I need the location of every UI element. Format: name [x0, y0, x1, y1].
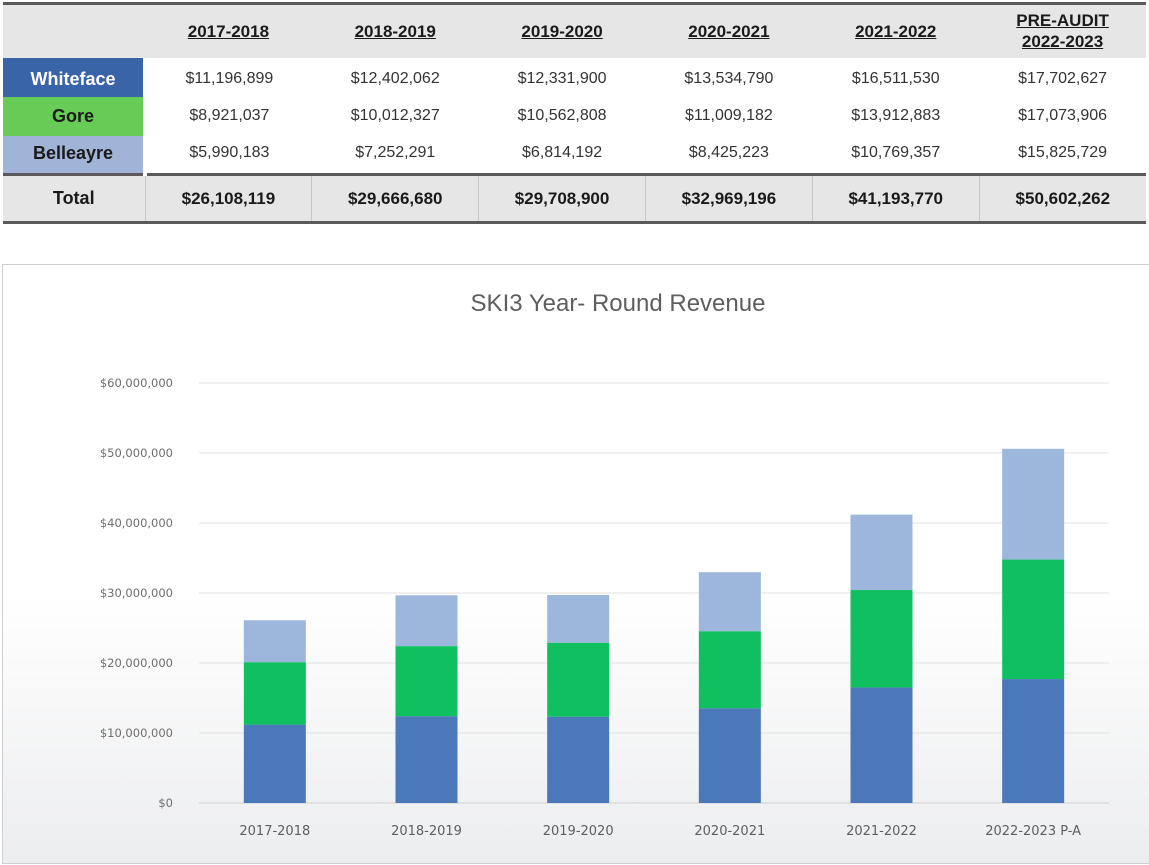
table-header-row: 2017-2018 2018-2019 2019-2020 2020-2021 …	[3, 3, 1146, 58]
table-cell: $11,196,899	[185, 70, 274, 87]
table-cell: $7,252,291	[355, 144, 436, 162]
table-cell: $13,912,883	[851, 107, 941, 124]
total-cell: $50,602,262	[978, 174, 1146, 223]
column-header: 2019-2020	[521, 21, 603, 41]
bar-segment	[850, 687, 913, 803]
table-cell: $12,402,062	[350, 70, 440, 87]
y-tick-label: $40,000,000	[100, 516, 173, 530]
total-cell: $26,108,119	[144, 174, 312, 223]
gridlines	[199, 382, 1109, 804]
row-label-gore: Gore	[3, 96, 147, 136]
table-row: Gore $8,921,037 $10,012,327 $10,562,808 …	[3, 96, 1146, 136]
x-axis-ticks: 2017-2018 2018-2019 2019-2020 2020-2021 2021…	[239, 824, 1081, 839]
column-header: PRE-AUDIT 2022-2023	[1016, 11, 1109, 52]
y-axis-ticks: $0 $10,000,000 $20,000,000 $30,000,000 $40,0…	[100, 376, 173, 810]
bar-segment	[243, 620, 306, 663]
y-tick-label: $60,000,000	[100, 376, 173, 390]
bar-segment	[395, 595, 458, 647]
column-header: 2017-2018	[187, 21, 270, 41]
table-cell: $10,562,808	[517, 107, 607, 124]
bar-segment	[547, 642, 610, 717]
x-tick-label: 2017-2018	[239, 824, 310, 839]
bar-segment	[395, 716, 458, 803]
chart-panel: SKI3 Year- Round Revenue $0 $10,000,000 $2…	[2, 264, 1149, 864]
total-cell: $29,708,900	[478, 174, 646, 223]
table-cell: $8,425,223	[688, 144, 769, 162]
y-tick-label: $30,000,000	[100, 586, 173, 600]
table-cell: $10,769,357	[851, 144, 941, 162]
table-row: Belleayre $5,990,183 $7,252,291 $6,814,1…	[3, 135, 1146, 175]
table-cell: $11,009,182	[685, 107, 773, 124]
y-tick-label: $10,000,000	[100, 726, 173, 740]
table-cell: $15,825,729	[1018, 144, 1108, 162]
x-tick-label: 2020-2021	[694, 824, 765, 839]
column-header: 2021-2022	[855, 21, 937, 41]
total-row: Total $26,108,119 $29,666,680 $29,708,90…	[3, 174, 1146, 223]
table-cell: $16,511,530	[851, 70, 940, 87]
bar-segment	[1002, 559, 1065, 680]
bar-segment	[243, 662, 306, 725]
header-corner	[3, 4, 145, 58]
revenue-table: 2017-2018 2018-2019 2019-2020 2020-2021 …	[3, 2, 1146, 224]
column-header: 2020-2021	[688, 21, 770, 41]
bar-segment	[547, 716, 610, 803]
bar-segment	[1002, 448, 1065, 560]
table-cell: $10,012,327	[350, 107, 440, 124]
table-row: Whiteface $11,196,899 $12,402,062 $12,33…	[3, 57, 1146, 97]
total-cell: $32,969,196	[644, 174, 813, 223]
row-label-belleayre: Belleayre	[3, 135, 147, 175]
bar-segment	[1002, 679, 1065, 803]
bars	[243, 448, 1065, 803]
bar-segment	[850, 514, 913, 591]
table-cell: $17,702,627	[1018, 70, 1108, 87]
x-tick-label: 2018-2019	[391, 824, 462, 839]
bar-segment	[395, 646, 458, 717]
table-cell: $12,331,900	[517, 70, 607, 87]
bar-segment	[698, 631, 761, 709]
table-cell: $17,073,906	[1018, 107, 1108, 124]
column-header: 2018-2019	[354, 21, 436, 41]
chart-title: SKI3 Year- Round Revenue	[471, 290, 766, 317]
x-tick-label: 2021-2022	[846, 824, 917, 839]
x-tick-label: 2019-2020	[543, 824, 614, 839]
x-tick-label: 2022-2023 P-A	[985, 824, 1081, 839]
y-tick-label: $0	[158, 796, 173, 810]
total-label: Total	[52, 188, 95, 208]
table-cell: $6,814,192	[522, 144, 603, 162]
stacked-bar-chart: SKI3 Year- Round Revenue $0 $10,000,000 $2…	[100, 290, 1109, 839]
total-cell: $41,193,770	[811, 174, 980, 223]
bar-segment	[243, 724, 306, 803]
bar-segment	[850, 590, 913, 688]
bar-segment	[698, 572, 761, 632]
table-cell: $13,534,790	[684, 70, 774, 87]
bar-segment	[547, 595, 610, 643]
y-tick-label: $20,000,000	[100, 656, 173, 670]
total-cell: $29,666,680	[311, 174, 479, 223]
row-label-whiteface: Whiteface	[3, 57, 147, 97]
table-cell: $8,921,037	[189, 107, 270, 124]
bar-segment	[698, 708, 761, 803]
y-tick-label: $50,000,000	[100, 446, 173, 460]
table-cell: $5,990,183	[189, 144, 270, 162]
